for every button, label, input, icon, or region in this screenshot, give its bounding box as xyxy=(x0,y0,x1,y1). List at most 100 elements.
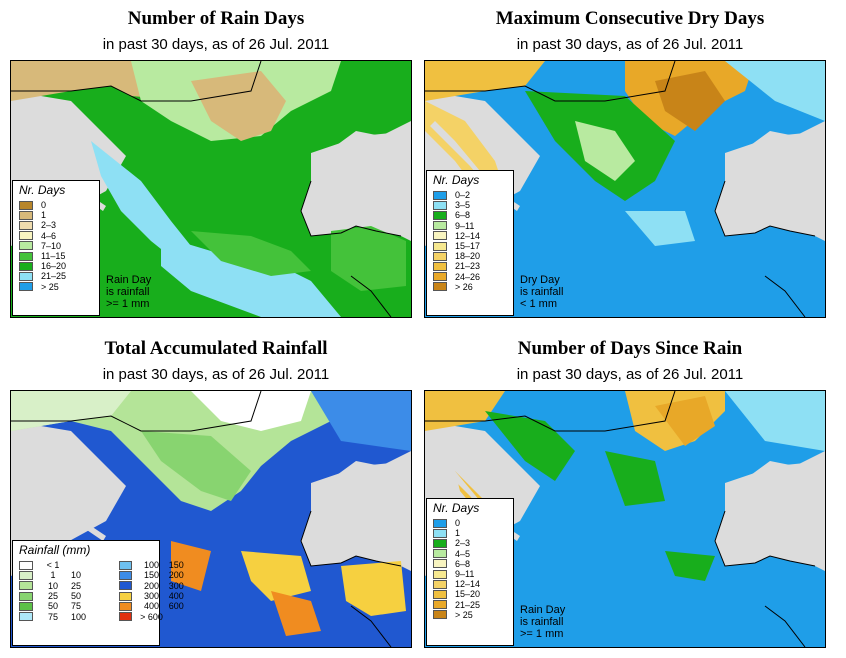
legend-days-since-rain: Nr. Days 0 1 2–3 4–5 6–8 9–11 12–14 15–20 21–25 >… xyxy=(426,498,514,646)
legend-range-low: 200 xyxy=(144,580,160,591)
legend-swatch xyxy=(433,559,447,569)
legend-label: 11–15 xyxy=(41,251,66,262)
legend-range-high: 200 xyxy=(168,570,184,581)
legend-swatch xyxy=(19,200,33,210)
legend-swatch xyxy=(19,560,33,570)
panel-title: Total Accumulated Rainfall xyxy=(104,338,328,359)
legend-range-high: 25 xyxy=(71,580,82,591)
rain-day-definition: Rain Day is rainfall >= 1 mm xyxy=(520,604,566,640)
legend-label: 7–10 xyxy=(41,240,62,251)
legend-entry: > 26 xyxy=(433,282,513,292)
legend-swatch xyxy=(433,241,447,251)
legend-range-low: > 600 xyxy=(140,611,163,622)
legend-swatch xyxy=(433,528,447,538)
legend-label: 15–17 xyxy=(455,241,481,252)
legend-entry: 16–20 xyxy=(19,261,99,271)
legend-entry: > 600 xyxy=(119,611,199,622)
legend-entry: 24–26 xyxy=(433,272,513,282)
legend-entry: 75 100 xyxy=(19,611,119,622)
legend-title: Nr. Days xyxy=(19,183,66,197)
legend-swatch xyxy=(19,612,33,622)
legend-rain-days: Nr. Days 0 1 2–3 4–6 7–10 11–15 16–20 21–25 > 25 xyxy=(12,180,100,316)
legend-swatch xyxy=(19,261,33,271)
legend-label: 21–25 xyxy=(41,271,67,282)
legend-entry: < 1 xyxy=(19,560,119,570)
legend-label: 21–25 xyxy=(455,599,481,610)
legend-swatch xyxy=(119,570,133,580)
legend-entry: 1 10 xyxy=(19,570,119,580)
legend-entry: 3–5 xyxy=(433,200,513,210)
rain-day-definition: Rain Day is rainfall >= 1 mm xyxy=(106,274,152,310)
legend-swatch xyxy=(119,560,133,570)
legend-swatch xyxy=(119,591,133,601)
legend-label: 21–23 xyxy=(455,261,481,272)
legend-entry: 21–23 xyxy=(433,261,513,271)
legend-entry: 150 200 xyxy=(119,570,199,580)
dry-day-definition: Dry Day is rainfall < 1 mm xyxy=(520,274,564,310)
legend-swatch xyxy=(119,581,133,591)
legend-range-high: 50 xyxy=(71,591,82,602)
legend-range-low: 150 xyxy=(144,570,160,581)
legend-entry: 15–20 xyxy=(433,589,513,599)
panel-subtitle: in past 30 days, as of 26 Jul. 2011 xyxy=(102,36,330,53)
legend-entry: 25 50 xyxy=(19,591,119,601)
legend-label: 0 xyxy=(455,518,461,529)
panel-title: Number of Rain Days xyxy=(127,8,305,29)
legend-range-high: 300 xyxy=(168,580,184,591)
panel-title: Number of Days Since Rain xyxy=(517,338,743,359)
legend-entry: 15–17 xyxy=(433,241,513,251)
legend-entry: 9–11 xyxy=(433,569,513,579)
legend-range-low: 1 xyxy=(50,570,56,581)
legend-range-high: 600 xyxy=(168,601,184,612)
legend-entry: 4–6 xyxy=(19,231,99,241)
legend-range-high: 400 xyxy=(168,591,184,602)
legend-label: > 25 xyxy=(455,609,473,620)
legend-entry: 7–10 xyxy=(19,241,99,251)
legend-swatch xyxy=(433,600,447,610)
legend-label: 16–20 xyxy=(41,261,67,272)
legend-swatch xyxy=(19,210,33,220)
legend-swatch xyxy=(19,241,33,251)
legend-swatch xyxy=(433,549,447,559)
legend-entry: 2–3 xyxy=(433,538,513,548)
legend-entry: 200 300 xyxy=(119,581,199,591)
legend-entry: 4–5 xyxy=(433,549,513,559)
legend-swatch xyxy=(433,282,447,292)
legend-range-high: 75 xyxy=(71,601,82,612)
legend-swatch xyxy=(433,231,447,241)
legend-label: 0–2 xyxy=(455,190,471,201)
panel-total-rainfall: Total Accumulated Rainfall in past 30 da… xyxy=(10,330,422,650)
legend-entry: 12–14 xyxy=(433,579,513,589)
legend-range-low: < 1 xyxy=(46,560,60,571)
legend-entry: 1 xyxy=(433,528,513,538)
legend-swatch xyxy=(119,612,133,622)
legend-entry: 0–2 xyxy=(433,190,513,200)
legend-dry-days: Nr. Days 0–2 3–5 6–8 9–11 12–14 15–17 18–20 21–… xyxy=(426,170,514,316)
legend-entry: 21–25 xyxy=(433,600,513,610)
legend-label: 9–11 xyxy=(455,569,475,580)
legend-range-high: 10 xyxy=(71,570,82,581)
legend-items: 0 1 2–3 4–6 7–10 11–15 16–20 21–25 > 25 xyxy=(13,200,99,292)
legend-entry: 2–3 xyxy=(19,220,99,230)
legend-swatch xyxy=(433,589,447,599)
legend-label: > 25 xyxy=(41,281,59,292)
legend-label: 24–26 xyxy=(455,271,481,282)
legend-range-low: 75 xyxy=(47,611,58,622)
legend-entry: > 25 xyxy=(433,610,513,620)
legend-swatch xyxy=(19,271,33,281)
legend-swatch xyxy=(433,518,447,528)
legend-items: 0–2 3–5 6–8 9–11 12–14 15–17 18–20 21–23 24–26 > … xyxy=(427,190,513,292)
legend-entry: 12–14 xyxy=(433,231,513,241)
legend-swatch xyxy=(433,261,447,271)
panel-subtitle: in past 30 days, as of 26 Jul. 2011 xyxy=(516,36,744,53)
legend-label: 4–6 xyxy=(41,230,57,241)
legend-range-low: 300 xyxy=(144,591,160,602)
legend-entry: 100 150 xyxy=(119,560,199,570)
legend-label: 15–20 xyxy=(455,589,481,600)
legend-rainfall: Rainfall (mm) < 1 100 150 1 10 150 200 10 25 200 3… xyxy=(12,540,184,646)
legend-items: 0 1 2–3 4–5 6–8 9–11 12–14 15–20 21–25 > 25 xyxy=(427,518,513,620)
legend-title: Nr. Days xyxy=(433,501,480,515)
legend-range-low: 400 xyxy=(144,601,160,612)
legend-entry: 400 600 xyxy=(119,601,199,611)
legend-swatch xyxy=(433,569,447,579)
